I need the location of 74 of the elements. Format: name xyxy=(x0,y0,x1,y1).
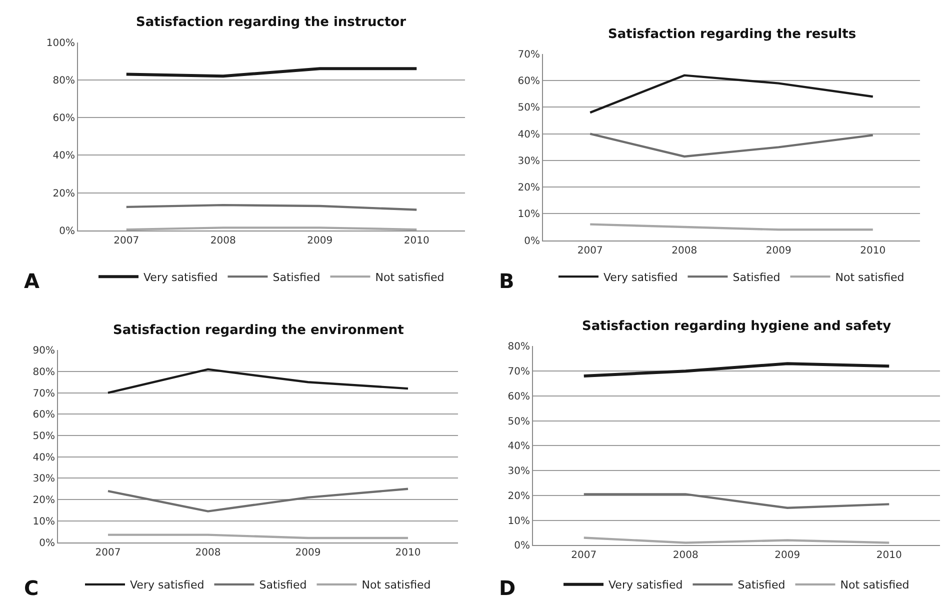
x-tick-label: 2007 xyxy=(571,550,597,562)
y-tick-label: 50% xyxy=(508,416,530,428)
y-tick-label: 60% xyxy=(508,391,530,402)
line-series xyxy=(589,132,874,158)
text: C xyxy=(24,576,39,600)
x-tick-label: 2007 xyxy=(577,245,603,256)
y-tick-label: 20% xyxy=(32,495,55,506)
legend-label: Not satisfied xyxy=(840,578,910,592)
y-tick-label: 80% xyxy=(32,366,55,378)
y-tick-label: 0% xyxy=(59,226,75,237)
y-tick-label: 30% xyxy=(32,474,55,485)
y-tick-label: 40% xyxy=(52,150,75,162)
x-tick-label: 2009 xyxy=(774,550,800,562)
text: A xyxy=(24,269,40,293)
legend-label: Very satisfied xyxy=(130,578,204,592)
legend-label: Satisfied xyxy=(732,270,780,284)
x-tick-label: 2009 xyxy=(307,236,333,246)
legend-label: Not satisfied xyxy=(375,270,444,284)
legend-label: Satisfied xyxy=(738,578,786,592)
y-tick-label: 30% xyxy=(508,466,530,478)
chart-title: Satisfaction regarding the results xyxy=(608,27,856,42)
y-tick-label: 20% xyxy=(508,490,530,502)
chart-title: Satisfaction regarding hygiene and safety xyxy=(582,319,892,334)
legend-label: Very satisfied xyxy=(604,270,678,284)
y-tick-label: 0% xyxy=(514,540,530,552)
line-series xyxy=(106,488,410,512)
y-tick-label: 70% xyxy=(508,366,530,378)
text: B xyxy=(499,269,514,293)
chart-title: Satisfaction regarding the environment xyxy=(113,323,404,338)
y-tick-label: 40% xyxy=(518,129,540,140)
legend-label: Satisfied xyxy=(272,270,320,284)
legend-label: Very satisfied xyxy=(144,270,218,284)
y-tick-label: 40% xyxy=(508,441,530,452)
y-tick-label: 70% xyxy=(32,388,55,400)
y-tick-label: 90% xyxy=(32,346,55,357)
x-tick-label: 2008 xyxy=(210,236,236,246)
y-tick-label: 50% xyxy=(32,431,55,442)
y-tick-label: 40% xyxy=(32,452,55,464)
y-tick-label: 60% xyxy=(32,410,55,421)
y-tick-label: 50% xyxy=(518,102,540,114)
line-series xyxy=(589,74,874,114)
y-tick-label: 30% xyxy=(518,156,540,167)
x-tick-label: 2007 xyxy=(114,236,140,246)
y-tick-label: 80% xyxy=(52,75,75,86)
y-tick-label: 10% xyxy=(518,209,540,220)
y-tick-label: 10% xyxy=(508,516,530,527)
legend-label: Not satisfied xyxy=(835,270,904,284)
y-tick-label: 80% xyxy=(508,342,530,353)
x-tick-label: 2009 xyxy=(295,547,321,558)
chart-title: Satisfaction regarding the instructor xyxy=(136,15,407,30)
y-tick-label: 0% xyxy=(524,236,540,247)
y-tick-label: 0% xyxy=(39,538,55,549)
legend-label: Very satisfied xyxy=(608,578,683,592)
y-tick-label: 70% xyxy=(518,50,540,61)
x-tick-label: 2010 xyxy=(876,550,902,562)
y-tick-label: 20% xyxy=(518,182,540,194)
y-tick-label: 60% xyxy=(518,76,540,88)
y-tick-label: 100% xyxy=(46,38,75,49)
x-tick-label: 2010 xyxy=(404,236,430,246)
y-tick-label: 60% xyxy=(52,113,75,124)
x-tick-label: 2008 xyxy=(195,547,221,558)
line-series xyxy=(582,362,891,378)
legend-label: Satisfied xyxy=(259,578,307,592)
x-tick-label: 2010 xyxy=(395,547,421,558)
line-series xyxy=(106,368,410,394)
x-tick-label: 2009 xyxy=(766,245,792,256)
x-tick-label: 2008 xyxy=(672,245,698,256)
text: D xyxy=(499,576,516,600)
x-tick-label: 2007 xyxy=(95,547,121,558)
legend-label: Not satisfied xyxy=(362,578,431,592)
y-tick-label: 20% xyxy=(52,188,75,200)
x-tick-label: 2008 xyxy=(672,550,698,562)
x-tick-label: 2010 xyxy=(860,245,886,256)
y-tick-label: 10% xyxy=(32,516,55,528)
